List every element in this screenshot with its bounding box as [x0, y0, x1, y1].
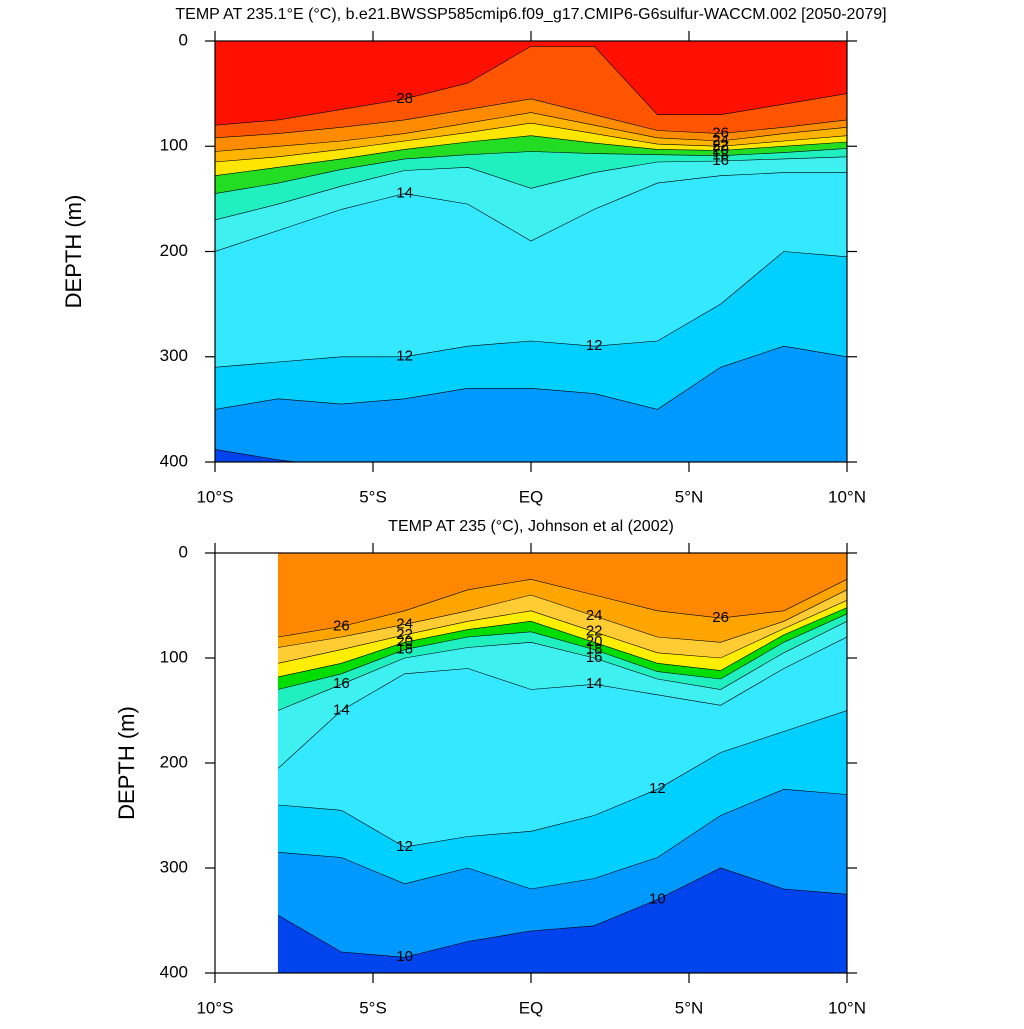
contour-label: 18	[586, 641, 603, 658]
contour-label: 10	[396, 948, 413, 965]
contour-plot	[215, 41, 847, 462]
contour-label: 22	[396, 626, 413, 643]
contour-line	[215, 112, 847, 152]
contour-label: 20	[712, 141, 729, 158]
x-tick-label: 5°N	[675, 487, 704, 506]
contour-line	[278, 578, 847, 638]
contour-line	[215, 156, 847, 221]
chart-title: TEMP AT 235.1°E (°C), b.e21.BWSSP585cmip…	[175, 6, 886, 23]
contour-line	[215, 122, 847, 163]
contour-label: 16	[333, 675, 350, 692]
contour-line	[278, 867, 847, 958]
y-tick-label: 300	[160, 857, 188, 876]
y-tick-label: 0	[179, 30, 188, 49]
contour-label: 22	[586, 623, 603, 640]
y-tick-label: 100	[160, 136, 188, 155]
y-tick-label: 400	[160, 451, 188, 470]
y-tick-label: 0	[179, 542, 188, 561]
contour-line	[278, 600, 847, 664]
x-tick-label: 5°S	[359, 998, 387, 1017]
contour-line	[278, 607, 847, 678]
y-tick-label: 200	[160, 752, 188, 771]
chart-title: TEMP AT 235 (°C), Johnson et al (2002)	[388, 518, 674, 535]
contour-plot	[277, 553, 847, 973]
contour-line	[215, 46, 847, 126]
contour-label: 12	[586, 337, 603, 354]
x-tick-label: EQ	[519, 998, 544, 1017]
temperature-band	[215, 449, 847, 462]
contour-label: 12	[396, 838, 413, 855]
contour-line	[278, 710, 847, 848]
contour-label: 18	[712, 147, 729, 164]
contour-label: 18	[396, 641, 413, 658]
contour-line	[215, 148, 847, 194]
contour-line	[215, 345, 847, 410]
contour-line	[278, 788, 847, 890]
contour-label: 14	[333, 701, 350, 718]
contour-label: 24	[586, 607, 603, 624]
x-tick-label: 5°S	[359, 487, 387, 506]
y-axis-label: DEPTH (m)	[61, 195, 86, 309]
contour-line	[278, 621, 847, 711]
y-axis-label: DEPTH (m)	[114, 706, 139, 820]
contour-label: 12	[649, 780, 666, 797]
contour-label: 24	[396, 615, 413, 632]
x-tick-label: 10°S	[196, 998, 233, 1017]
contour-label: 16	[586, 649, 603, 666]
contour-label: 28	[396, 90, 413, 107]
contour-line	[215, 172, 847, 252]
contour-line	[215, 98, 847, 139]
x-tick-label: EQ	[519, 487, 544, 506]
contour-label: 26	[712, 125, 729, 142]
contour-label: 14	[586, 675, 603, 692]
y-tick-label: 200	[160, 241, 188, 260]
y-tick-label: 300	[160, 346, 188, 365]
contour-line	[215, 251, 847, 368]
contour-label: 14	[396, 185, 413, 202]
contour-line	[215, 135, 847, 176]
contour-line	[278, 613, 847, 690]
contour-label: 10	[649, 890, 666, 907]
contour-line	[277, 636, 847, 769]
x-tick-label: 5°N	[675, 998, 704, 1017]
contour-label: 24	[712, 132, 729, 149]
contour-label: 20	[396, 633, 413, 650]
y-tick-label: 100	[160, 647, 188, 666]
y-tick-label: 400	[160, 962, 188, 981]
contour-label: 20	[586, 633, 603, 650]
contour-line	[278, 589, 847, 648]
x-tick-label: 10°N	[828, 998, 866, 1017]
contour-label: 12	[396, 348, 413, 365]
contour-label: 26	[333, 617, 350, 634]
x-tick-label: 10°S	[196, 487, 233, 506]
contour-label: 16	[712, 152, 729, 169]
x-tick-label: 10°N	[828, 487, 866, 506]
contour-label: 22	[712, 137, 729, 154]
contour-label: 26	[712, 609, 729, 626]
